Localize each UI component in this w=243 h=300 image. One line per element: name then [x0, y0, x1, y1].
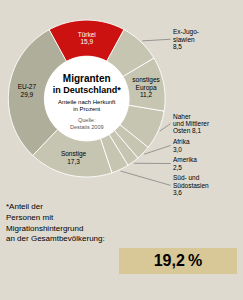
svg-text:Amerika2,5: Amerika2,5 [173, 156, 197, 170]
svg-text:Sonstige17,3: Sonstige17,3 [61, 150, 87, 164]
html-text:19,2 %: 19,2 % [153, 252, 203, 270]
svg-text:Türkei15,9: Türkei15,9 [78, 31, 96, 45]
svg-text:Naherund MittlererOsten 8,1: Naherund MittlererOsten 8,1 [173, 113, 210, 135]
svg-text:in Deutschland*: in Deutschland* [53, 85, 122, 95]
svg-text:Quelle:Destatis 2009: Quelle:Destatis 2009 [70, 117, 104, 130]
svg-text:sonstigesEuropa11,2: sonstigesEuropa11,2 [132, 76, 160, 98]
svg-text:Afrika3,0: Afrika3,0 [173, 138, 190, 152]
svg-text:Migranten: Migranten [63, 73, 111, 84]
svg-text:Anteile nach Herkunftin Prozen: Anteile nach Herkunftin Prozent [58, 99, 116, 112]
svg-text:Süd- undSüdostasien3,6: Süd- undSüdostasien3,6 [173, 174, 209, 196]
html-text:*Anteil der Personen mit Migra: *Anteil der Personen mit Migrationshinte… [6, 202, 105, 244]
svg-text:EU-2729,9: EU-2729,9 [18, 83, 37, 97]
svg-text:Ex-Jugo-slawien8,5: Ex-Jugo-slawien8,5 [173, 28, 199, 50]
